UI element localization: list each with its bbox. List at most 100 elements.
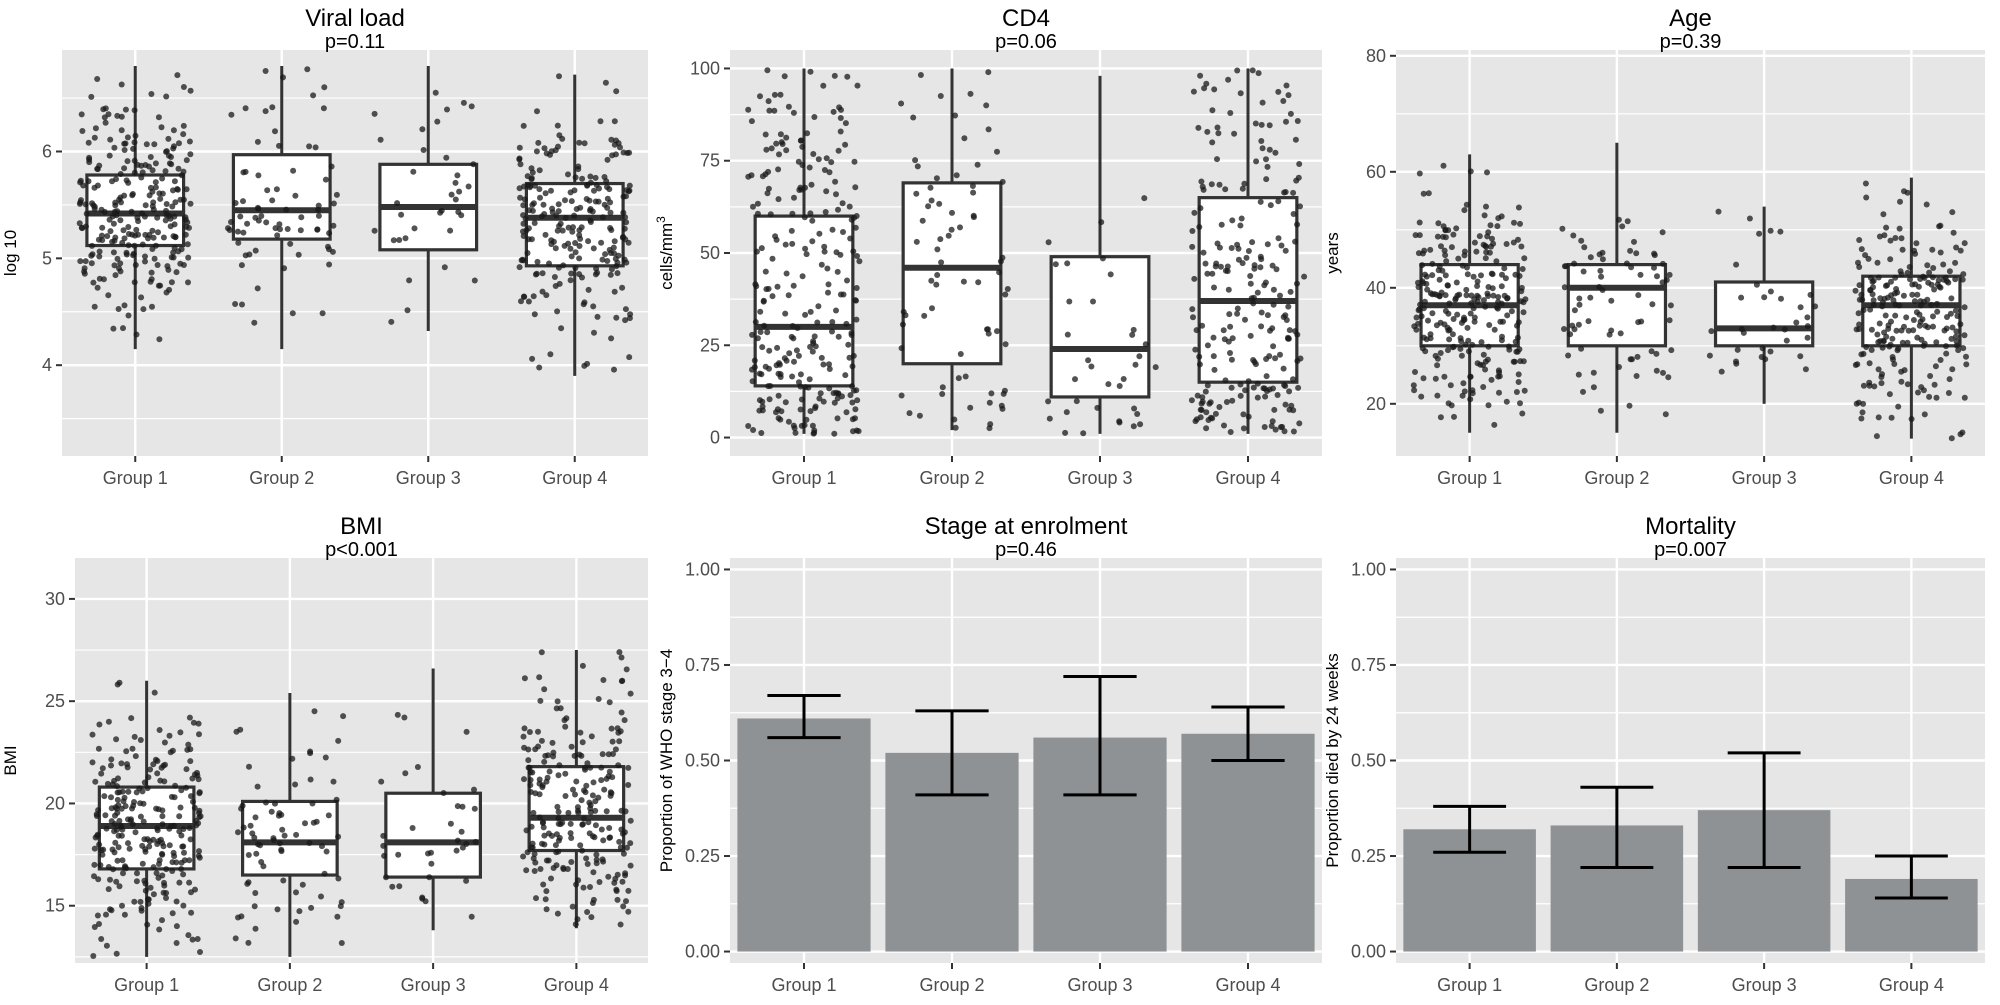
data-point: [1482, 366, 1489, 373]
data-point: [1628, 264, 1635, 271]
data-point: [1297, 355, 1304, 362]
data-point: [520, 233, 527, 239]
data-point: [1116, 419, 1123, 426]
data-point: [1461, 316, 1468, 323]
data-point: [1917, 318, 1924, 325]
data-point: [120, 325, 126, 332]
data-point: [252, 925, 259, 932]
data-point: [154, 758, 161, 764]
data-point: [161, 778, 168, 785]
data-point: [1520, 309, 1527, 316]
data-point: [111, 262, 118, 269]
data-point: [826, 366, 833, 372]
data-point: [602, 251, 609, 258]
data-point: [849, 399, 856, 406]
data-point: [471, 277, 478, 284]
data-point: [584, 760, 591, 767]
data-point: [112, 839, 119, 846]
data-point: [1208, 181, 1215, 188]
data-point: [555, 808, 562, 815]
data-point: [596, 185, 602, 192]
data-point: [852, 406, 859, 413]
data-point: [1252, 120, 1259, 127]
data-point: [540, 201, 547, 208]
data-point: [272, 800, 278, 807]
data-point: [389, 883, 396, 890]
data-point: [132, 829, 139, 836]
data-point: [606, 768, 613, 775]
data-point: [1423, 273, 1430, 280]
data-point: [854, 82, 861, 89]
box-4: [520, 649, 634, 929]
data-point: [589, 900, 596, 906]
data-point: [188, 793, 194, 800]
data-point: [283, 206, 290, 213]
data-point: [617, 844, 624, 851]
data-point: [1272, 426, 1279, 433]
data-point: [1471, 314, 1478, 321]
data-point: [1247, 273, 1254, 279]
data-point: [1855, 310, 1862, 317]
data-point: [853, 387, 860, 394]
data-point: [310, 92, 317, 99]
data-point: [78, 224, 85, 231]
data-point: [1580, 388, 1586, 395]
data-point: [159, 807, 166, 814]
data-point: [1130, 423, 1137, 430]
data-point: [541, 832, 548, 839]
data-point: [1635, 292, 1642, 299]
data-point: [252, 814, 259, 821]
data-point: [835, 390, 841, 397]
data-point: [106, 152, 113, 159]
data-point: [1281, 428, 1288, 435]
data-point: [771, 91, 778, 98]
data-point: [98, 232, 105, 239]
data-point: [1911, 247, 1918, 254]
data-point: [527, 777, 534, 783]
data-point: [1649, 301, 1656, 308]
data-point: [777, 374, 784, 380]
data-point: [276, 142, 282, 149]
data-point: [620, 209, 627, 216]
data-point: [619, 284, 626, 291]
data-point: [328, 163, 335, 170]
data-point: [1571, 307, 1578, 314]
data-point: [542, 231, 549, 238]
data-point: [853, 285, 860, 291]
data-point: [584, 861, 591, 867]
data-point: [1429, 260, 1436, 267]
data-point: [88, 252, 95, 259]
data-point: [1460, 380, 1467, 387]
data-point: [757, 329, 764, 335]
data-point: [139, 210, 145, 217]
data-point: [1481, 212, 1488, 219]
data-point: [80, 182, 87, 189]
data-point: [531, 311, 538, 318]
data-point: [1494, 304, 1500, 311]
data-point: [1257, 253, 1264, 260]
data-point: [1901, 367, 1908, 374]
data-point: [806, 376, 813, 383]
data-point: [833, 307, 839, 314]
data-point: [130, 145, 137, 152]
data-point: [289, 310, 296, 317]
data-point: [521, 196, 528, 203]
data-point: [383, 874, 389, 881]
data-point: [1615, 216, 1622, 223]
data-point: [131, 733, 138, 740]
data-point: [1885, 322, 1892, 329]
data-point: [183, 766, 190, 773]
data-point: [568, 835, 575, 841]
data-point: [306, 143, 313, 150]
data-point: [85, 178, 92, 185]
data-point: [119, 857, 126, 864]
data-point: [108, 756, 115, 763]
data-point: [1478, 272, 1484, 279]
data-point: [185, 741, 192, 748]
data-point: [182, 214, 189, 221]
data-point: [1463, 286, 1470, 293]
data-point: [1258, 309, 1265, 316]
data-point: [558, 325, 565, 332]
data-point: [960, 278, 967, 285]
